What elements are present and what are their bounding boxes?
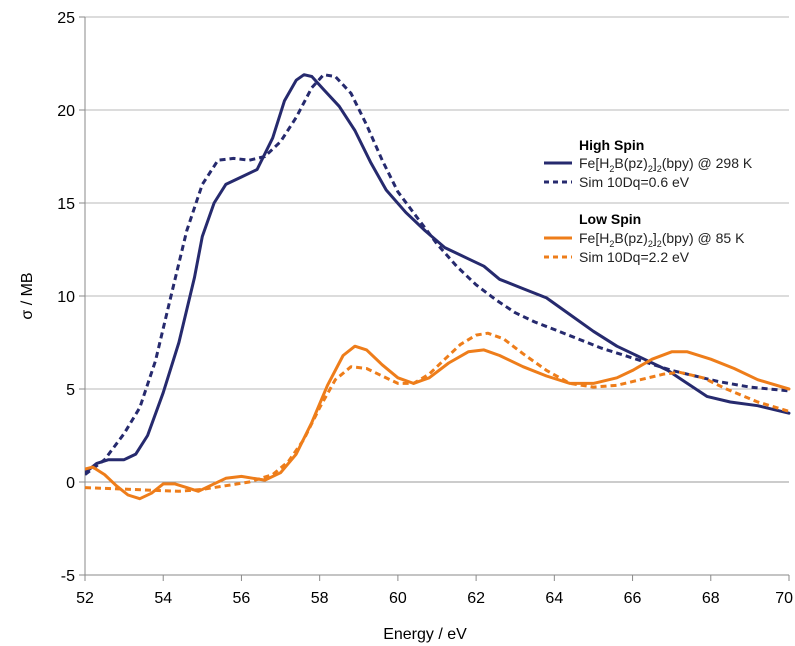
x-tick-label: 54 <box>154 590 172 607</box>
y-tick-label: -5 <box>61 568 75 585</box>
legend-label: Sim 10Dq=2.2 eV <box>579 249 690 265</box>
axes <box>79 16 790 581</box>
x-axis-title: Energy / eV <box>383 626 467 643</box>
y-tick-label: 10 <box>57 289 75 306</box>
legend-label: Fe[H2B(pz)2]2(bpy) @ 298 K <box>579 155 753 174</box>
series-line-2 <box>85 73 790 476</box>
y-tick-label: 5 <box>66 382 75 399</box>
series-line-1 <box>85 73 791 475</box>
y-tick-label: 0 <box>66 475 75 492</box>
legend-label: Sim 10Dq=0.6 eV <box>579 174 690 190</box>
y-tick-label: 20 <box>57 103 75 120</box>
legend-label: Fe[H2B(pz)2]2(bpy) @ 85 K <box>579 230 745 249</box>
x-tick-label: 60 <box>389 590 407 607</box>
tick-labels: -5 0 5 10 15 20 25 52 54 56 58 60 62 64 66 68 70 <box>57 10 793 607</box>
y-tick-label: 25 <box>57 10 75 27</box>
x-tick-label: 70 <box>775 590 793 607</box>
x-tick-label: 64 <box>545 590 563 607</box>
y-tick-label: 15 <box>57 196 75 213</box>
legend-heading: Low Spin <box>579 211 641 227</box>
legend-heading: High Spin <box>579 137 644 153</box>
plot-area <box>85 73 791 501</box>
x-tick-label: 58 <box>311 590 329 607</box>
x-tick-label: 68 <box>702 590 720 607</box>
x-tick-label: 56 <box>233 590 251 607</box>
x-tick-label: 66 <box>624 590 642 607</box>
x-tick-label: 52 <box>76 590 94 607</box>
x-tick-label: 62 <box>467 590 485 607</box>
y-axis-title: σ / MB <box>19 272 36 319</box>
series-line-3 <box>85 344 791 501</box>
series-line-4 <box>85 331 790 493</box>
grid <box>85 16 789 576</box>
